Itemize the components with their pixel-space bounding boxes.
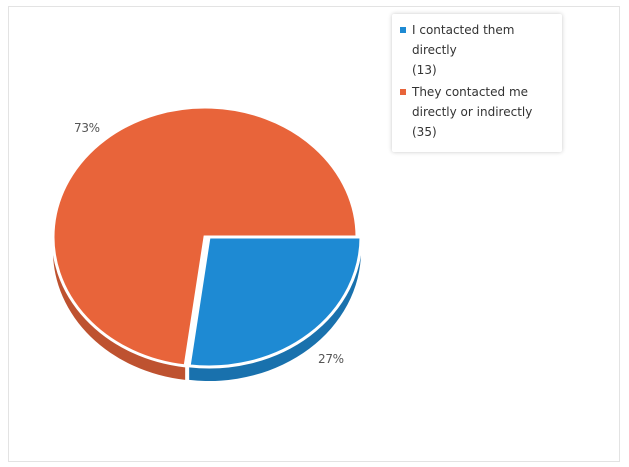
legend-label: I contacted them directly bbox=[412, 23, 515, 57]
slice-percent-label: 73% bbox=[74, 121, 100, 135]
pie-slice[interactable] bbox=[187, 235, 363, 369]
legend-label: They contacted me directly or indirectly bbox=[412, 85, 533, 119]
pie-slice-side bbox=[53, 237, 186, 380]
legend-count: (35) bbox=[412, 125, 437, 139]
legend-item[interactable]: I contacted them directly (13) bbox=[400, 20, 556, 80]
legend-count: (13) bbox=[412, 63, 437, 77]
legend-swatch bbox=[400, 27, 406, 33]
legend-item[interactable]: They contacted me directly or indirectly… bbox=[400, 82, 556, 142]
pie-slice[interactable] bbox=[51, 105, 359, 368]
slice-percent-label: 27% bbox=[318, 352, 344, 366]
legend-swatch bbox=[400, 89, 406, 95]
chart-legend: I contacted them directly (13) They cont… bbox=[392, 14, 562, 152]
